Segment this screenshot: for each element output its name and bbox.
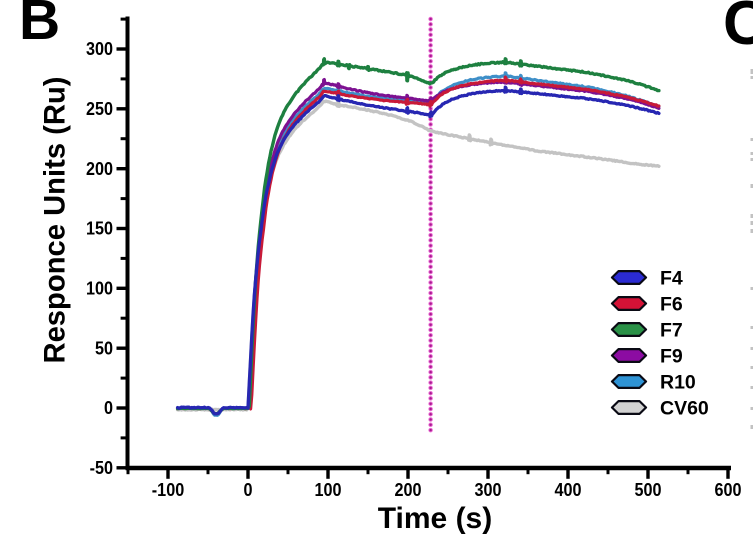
svg-text:F9: F9 — [660, 345, 683, 367]
svg-text:-50: -50 — [90, 458, 113, 478]
svg-text:-100: -100 — [152, 480, 184, 500]
svg-text:200: 200 — [395, 480, 422, 500]
svg-text:600: 600 — [715, 480, 742, 500]
svg-text:R10: R10 — [660, 371, 696, 393]
svg-text:250: 250 — [86, 99, 113, 119]
svg-text:100: 100 — [315, 480, 342, 500]
svg-text:F7: F7 — [660, 319, 683, 341]
svg-text:F6: F6 — [660, 293, 683, 315]
svg-text:CV60: CV60 — [660, 397, 709, 419]
svg-text:500: 500 — [635, 480, 662, 500]
svg-text:300: 300 — [86, 39, 113, 59]
svg-text:300: 300 — [475, 480, 502, 500]
svg-text:0: 0 — [244, 480, 253, 500]
svg-text:50: 50 — [95, 338, 113, 358]
svg-text:0: 0 — [104, 398, 113, 418]
svg-text:400: 400 — [555, 480, 582, 500]
svg-text:200: 200 — [86, 159, 113, 179]
svg-text:100: 100 — [86, 279, 113, 299]
svg-text:150: 150 — [86, 219, 113, 239]
svg-text:F4: F4 — [660, 267, 683, 289]
